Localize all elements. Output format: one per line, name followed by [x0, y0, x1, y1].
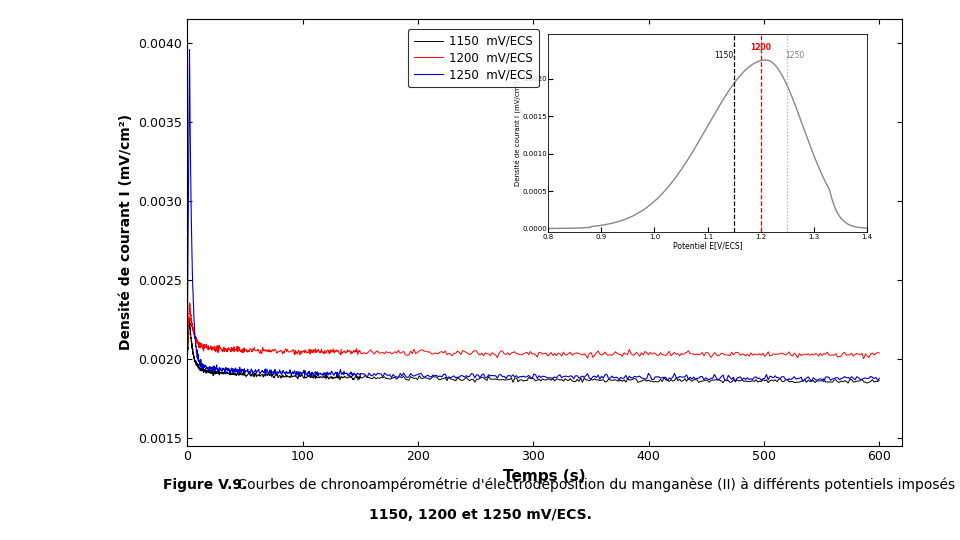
1150  mV/ECS	[185, 334, 197, 341]
1200  mV/ECS	[185, 315, 197, 322]
Text: Courbes de chronoampérométrie d'électrodéposition du manganèse (II) à différents: Courbes de chronoampérométrie d'électrod…	[233, 477, 960, 492]
1150  mV/ECS	[874, 377, 885, 383]
1150  mV/ECS	[842, 380, 853, 386]
1200  mV/ECS	[874, 350, 885, 356]
1200  mV/ECS	[207, 343, 219, 350]
1150  mV/ECS	[535, 378, 546, 384]
1200  mV/ECS	[535, 349, 546, 356]
1200  mV/ECS	[183, 300, 195, 306]
Y-axis label: Densité de courant I (mV/cm²): Densité de courant I (mV/cm²)	[119, 114, 132, 350]
1200  mV/ECS	[181, 352, 193, 358]
1150  mV/ECS	[183, 315, 195, 321]
1250  mV/ECS	[183, 46, 195, 53]
1250  mV/ECS	[185, 196, 197, 202]
Line: 1250  mV/ECS: 1250 mV/ECS	[187, 50, 879, 382]
Line: 1150  mV/ECS: 1150 mV/ECS	[187, 318, 879, 383]
1250  mV/ECS	[655, 375, 666, 381]
1250  mV/ECS	[874, 375, 885, 381]
1250  mV/ECS	[730, 379, 741, 385]
1150  mV/ECS	[207, 369, 219, 375]
Text: 1150, 1200 et 1250 mV/ECS.: 1150, 1200 et 1250 mV/ECS.	[369, 509, 591, 523]
1200  mV/ECS	[408, 346, 420, 353]
1250  mV/ECS	[186, 248, 198, 255]
1200  mV/ECS	[655, 349, 666, 356]
1200  mV/ECS	[186, 320, 198, 326]
1250  mV/ECS	[408, 373, 420, 379]
1150  mV/ECS	[181, 355, 193, 361]
X-axis label: Temps (s): Temps (s)	[503, 469, 587, 484]
1200  mV/ECS	[858, 355, 870, 362]
1150  mV/ECS	[186, 344, 198, 350]
Line: 1200  mV/ECS: 1200 mV/ECS	[187, 303, 879, 359]
Legend: 1150  mV/ECS, 1200  mV/ECS, 1250  mV/ECS: 1150 mV/ECS, 1200 mV/ECS, 1250 mV/ECS	[408, 29, 539, 87]
1250  mV/ECS	[207, 364, 219, 371]
1250  mV/ECS	[535, 374, 546, 381]
1150  mV/ECS	[655, 376, 666, 382]
Text: Figure V.9.: Figure V.9.	[163, 478, 248, 492]
1250  mV/ECS	[181, 353, 193, 360]
1150  mV/ECS	[408, 375, 420, 382]
